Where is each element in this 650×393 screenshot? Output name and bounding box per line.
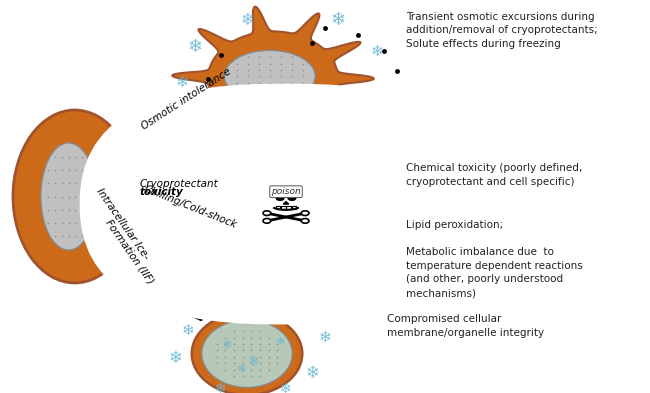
Bar bbox=[281, 206, 285, 209]
Text: toxicity: toxicity bbox=[140, 187, 183, 197]
Text: ❄: ❄ bbox=[187, 38, 203, 56]
Ellipse shape bbox=[323, 274, 346, 285]
Text: ❄: ❄ bbox=[240, 11, 254, 29]
Circle shape bbox=[263, 211, 271, 215]
Text: ❄: ❄ bbox=[370, 44, 383, 59]
Ellipse shape bbox=[270, 191, 302, 208]
Ellipse shape bbox=[13, 110, 136, 283]
Text: ❄: ❄ bbox=[176, 75, 188, 90]
Text: ❄: ❄ bbox=[330, 11, 346, 29]
Text: Chemical toxicity (poorly defined,
cryoprotectant and cell specific): Chemical toxicity (poorly defined, cryop… bbox=[406, 163, 582, 187]
Text: ❄: ❄ bbox=[305, 364, 319, 382]
Polygon shape bbox=[172, 7, 374, 150]
Text: ❄: ❄ bbox=[182, 323, 195, 338]
Ellipse shape bbox=[202, 320, 292, 387]
Text: Cryoprotectant: Cryoprotectant bbox=[140, 179, 218, 189]
Text: Formation (IIF): Formation (IIF) bbox=[104, 218, 156, 286]
Ellipse shape bbox=[224, 50, 315, 102]
FancyBboxPatch shape bbox=[79, 84, 493, 325]
Text: ❄: ❄ bbox=[168, 349, 183, 367]
Ellipse shape bbox=[192, 312, 302, 393]
Ellipse shape bbox=[214, 230, 332, 320]
Text: Osmotic intolerance: Osmotic intolerance bbox=[140, 66, 233, 132]
Circle shape bbox=[276, 196, 285, 201]
Circle shape bbox=[301, 219, 309, 223]
Circle shape bbox=[263, 219, 271, 223]
Text: ❄: ❄ bbox=[248, 354, 259, 369]
Text: ❄: ❄ bbox=[236, 364, 245, 375]
Text: Compromised cellular
membrane/organelle integrity: Compromised cellular membrane/organelle … bbox=[387, 314, 544, 338]
Text: ❄: ❄ bbox=[215, 382, 227, 393]
Ellipse shape bbox=[272, 203, 300, 210]
Text: poison: poison bbox=[271, 187, 301, 196]
Text: ❄: ❄ bbox=[222, 339, 233, 353]
Circle shape bbox=[287, 196, 296, 201]
Bar bbox=[287, 206, 291, 209]
Text: ❄: ❄ bbox=[228, 107, 240, 121]
Polygon shape bbox=[283, 202, 289, 204]
Ellipse shape bbox=[317, 284, 341, 298]
Ellipse shape bbox=[228, 244, 312, 306]
Bar bbox=[276, 206, 280, 209]
Text: Intracellular Ice-: Intracellular Ice- bbox=[94, 186, 151, 261]
Text: ❄: ❄ bbox=[275, 337, 284, 347]
Text: ❄: ❄ bbox=[318, 331, 332, 345]
Ellipse shape bbox=[317, 257, 346, 271]
Text: Transient osmotic excursions during
addition/removal of cryoprotectants;
Solute : Transient osmotic excursions during addi… bbox=[406, 12, 598, 49]
Bar bbox=[292, 206, 296, 209]
Text: ❄: ❄ bbox=[280, 382, 292, 393]
Wedge shape bbox=[311, 257, 334, 294]
Text: Chilling/Cold-shock: Chilling/Cold-shock bbox=[143, 184, 239, 230]
Circle shape bbox=[301, 211, 309, 215]
Text: Lipid peroxidation;

Metabolic imbalance due  to
temperature dependent reactions: Lipid peroxidation; Metabolic imbalance … bbox=[406, 220, 583, 298]
Ellipse shape bbox=[41, 143, 96, 250]
